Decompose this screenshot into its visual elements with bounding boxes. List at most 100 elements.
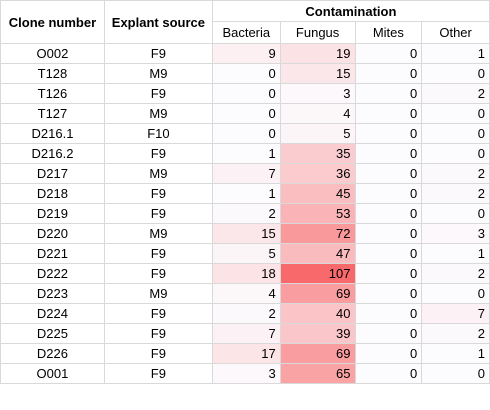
clone-number-cell[interactable]: D223 (0, 283, 105, 304)
other-cell[interactable]: 0 (421, 143, 490, 164)
clone-number-cell[interactable]: D222 (0, 263, 105, 284)
other-cell[interactable]: 2 (421, 183, 490, 204)
explant-source-cell[interactable]: F9 (103, 263, 213, 284)
mites-header[interactable]: Mites (354, 21, 423, 44)
bacteria-cell[interactable]: 9 (211, 43, 281, 64)
fungus-header[interactable]: Fungus (279, 21, 356, 44)
mites-cell[interactable]: 0 (354, 103, 423, 124)
bacteria-cell[interactable]: 17 (211, 343, 281, 364)
explant-source-cell[interactable]: F9 (103, 43, 213, 64)
explant-source-cell[interactable]: M9 (103, 223, 213, 244)
fungus-cell[interactable]: 35 (279, 143, 356, 164)
fungus-cell[interactable]: 39 (279, 323, 356, 344)
mites-cell[interactable]: 0 (354, 63, 423, 84)
clone-number-cell[interactable]: O002 (0, 43, 105, 64)
clone-number-cell[interactable]: D216.1 (0, 123, 105, 144)
bacteria-cell[interactable]: 2 (211, 303, 281, 324)
fungus-cell[interactable]: 36 (279, 163, 356, 184)
clone-number-cell[interactable]: D226 (0, 343, 105, 364)
mites-cell[interactable]: 0 (354, 303, 423, 324)
clone-number-cell[interactable]: D216.2 (0, 143, 105, 164)
clone-number-cell[interactable]: D221 (0, 243, 105, 264)
explant-source-cell[interactable]: M9 (103, 103, 213, 124)
fungus-cell[interactable]: 5 (279, 123, 356, 144)
mites-cell[interactable]: 0 (354, 283, 423, 304)
explant-source-cell[interactable]: M9 (103, 63, 213, 84)
explant-source-cell[interactable]: F9 (103, 143, 213, 164)
fungus-cell[interactable]: 47 (279, 243, 356, 264)
mites-cell[interactable]: 0 (354, 143, 423, 164)
fungus-cell[interactable]: 65 (279, 363, 356, 384)
fungus-cell[interactable]: 53 (279, 203, 356, 224)
clone-number-cell[interactable]: D217 (0, 163, 105, 184)
bacteria-cell[interactable]: 4 (211, 283, 281, 304)
explant-source-cell[interactable]: F9 (103, 83, 213, 104)
explant-source-cell[interactable]: M9 (103, 283, 213, 304)
fungus-cell[interactable]: 69 (279, 343, 356, 364)
other-header[interactable]: Other (421, 21, 490, 44)
explant-source-header[interactable]: Explant source (103, 0, 213, 44)
other-cell[interactable]: 0 (421, 283, 490, 304)
bacteria-header[interactable]: Bacteria (211, 21, 281, 44)
other-cell[interactable]: 1 (421, 343, 490, 364)
clone-number-cell[interactable]: D225 (0, 323, 105, 344)
other-cell[interactable]: 7 (421, 303, 490, 324)
contamination-header[interactable]: Contamination (211, 0, 490, 22)
clone-number-header[interactable]: Clone number (0, 0, 105, 44)
other-cell[interactable]: 0 (421, 103, 490, 124)
bacteria-cell[interactable]: 7 (211, 323, 281, 344)
other-cell[interactable]: 2 (421, 263, 490, 284)
fungus-cell[interactable]: 69 (279, 283, 356, 304)
explant-source-cell[interactable]: F10 (103, 123, 213, 144)
mites-cell[interactable]: 0 (354, 243, 423, 264)
explant-source-cell[interactable]: F9 (103, 183, 213, 204)
explant-source-cell[interactable]: M9 (103, 163, 213, 184)
bacteria-cell[interactable]: 5 (211, 243, 281, 264)
fungus-cell[interactable]: 45 (279, 183, 356, 204)
other-cell[interactable]: 2 (421, 163, 490, 184)
bacteria-cell[interactable]: 15 (211, 223, 281, 244)
mites-cell[interactable]: 0 (354, 183, 423, 204)
clone-number-cell[interactable]: D220 (0, 223, 105, 244)
explant-source-cell[interactable]: F9 (103, 343, 213, 364)
explant-source-cell[interactable]: F9 (103, 363, 213, 384)
fungus-cell[interactable]: 4 (279, 103, 356, 124)
explant-source-cell[interactable]: F9 (103, 243, 213, 264)
mites-cell[interactable]: 0 (354, 223, 423, 244)
bacteria-cell[interactable]: 1 (211, 143, 281, 164)
bacteria-cell[interactable]: 3 (211, 363, 281, 384)
clone-number-cell[interactable]: T126 (0, 83, 105, 104)
clone-number-cell[interactable]: D218 (0, 183, 105, 204)
other-cell[interactable]: 0 (421, 203, 490, 224)
mites-cell[interactable]: 0 (354, 323, 423, 344)
explant-source-cell[interactable]: F9 (103, 303, 213, 324)
mites-cell[interactable]: 0 (354, 343, 423, 364)
clone-number-cell[interactable]: O001 (0, 363, 105, 384)
bacteria-cell[interactable]: 0 (211, 63, 281, 84)
explant-source-cell[interactable]: F9 (103, 203, 213, 224)
other-cell[interactable]: 3 (421, 223, 490, 244)
other-cell[interactable]: 1 (421, 243, 490, 264)
bacteria-cell[interactable]: 2 (211, 203, 281, 224)
bacteria-cell[interactable]: 0 (211, 103, 281, 124)
clone-number-cell[interactable]: T128 (0, 63, 105, 84)
bacteria-cell[interactable]: 7 (211, 163, 281, 184)
mites-cell[interactable]: 0 (354, 163, 423, 184)
bacteria-cell[interactable]: 18 (211, 263, 281, 284)
other-cell[interactable]: 2 (421, 83, 490, 104)
clone-number-cell[interactable]: D219 (0, 203, 105, 224)
fungus-cell[interactable]: 3 (279, 83, 356, 104)
mites-cell[interactable]: 0 (354, 43, 423, 64)
mites-cell[interactable]: 0 (354, 83, 423, 104)
other-cell[interactable]: 0 (421, 123, 490, 144)
other-cell[interactable]: 0 (421, 363, 490, 384)
fungus-cell[interactable]: 15 (279, 63, 356, 84)
other-cell[interactable]: 2 (421, 323, 490, 344)
other-cell[interactable]: 1 (421, 43, 490, 64)
mites-cell[interactable]: 0 (354, 263, 423, 284)
clone-number-cell[interactable]: D224 (0, 303, 105, 324)
bacteria-cell[interactable]: 0 (211, 123, 281, 144)
fungus-cell[interactable]: 40 (279, 303, 356, 324)
mites-cell[interactable]: 0 (354, 363, 423, 384)
mites-cell[interactable]: 0 (354, 203, 423, 224)
